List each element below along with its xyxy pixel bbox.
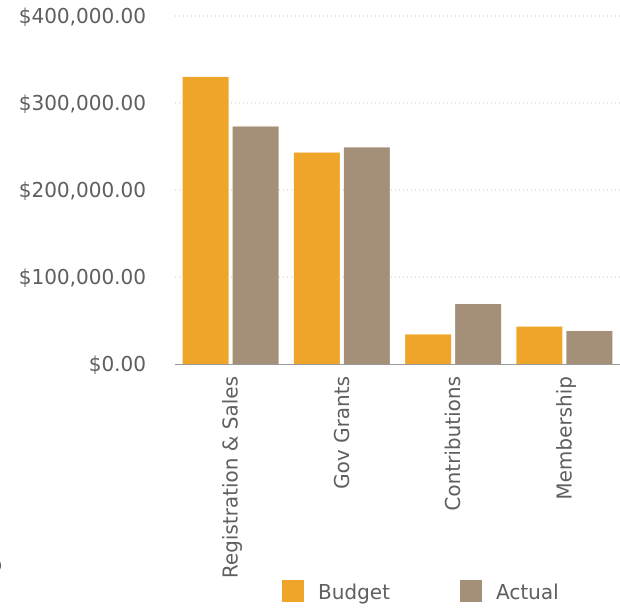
x-tick-label: Membership — [552, 376, 576, 500]
bar-actual — [455, 303, 502, 364]
y-tick-label: $200,000.00 — [19, 178, 146, 202]
legend-label-actual: Actual — [496, 580, 559, 604]
legend: Budget Actual — [282, 580, 559, 604]
y-tick-label: $100,000.00 — [19, 265, 146, 289]
bar-actual — [232, 126, 279, 365]
bar-budget — [293, 152, 340, 364]
bar-actual — [566, 330, 613, 364]
bar-budget — [516, 326, 563, 364]
bar-budget — [405, 334, 452, 364]
bars — [182, 76, 613, 365]
x-axis: Registration & Sales Gov Grants Contributi… — [175, 364, 620, 578]
bar-actual — [343, 147, 390, 364]
legend-swatch-actual — [460, 580, 482, 602]
y-tick-label: $300,000.00 — [19, 91, 146, 115]
legend-swatch-budget — [282, 580, 304, 602]
cutoff-label-fragment: ip — [0, 552, 2, 576]
bar-budget — [182, 76, 229, 365]
x-tick-label: Registration & Sales — [219, 376, 243, 578]
x-tick-label: Gov Grants — [330, 376, 354, 489]
y-tick-label: $0.00 — [89, 352, 146, 376]
y-tick-label: $400,000.00 — [19, 4, 146, 28]
y-axis: $0.00 $100,000.00 $200,000.00 $300,000.00 $4… — [19, 4, 146, 376]
legend-label-budget: Budget — [318, 580, 390, 604]
x-tick-label: Contributions — [441, 376, 465, 511]
